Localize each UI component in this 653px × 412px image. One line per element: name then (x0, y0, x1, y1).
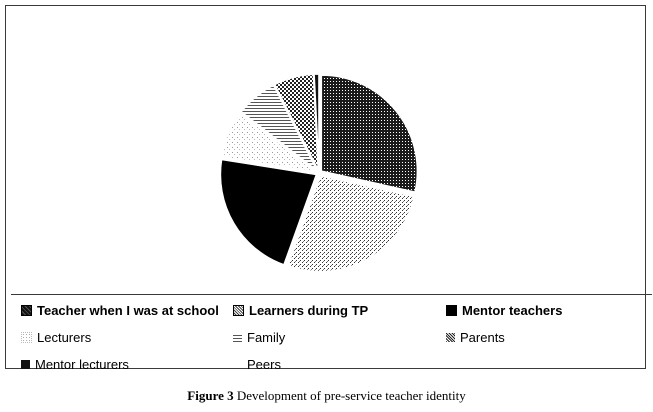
legend-swatch (446, 332, 455, 342)
legend-label: Lecturers (37, 329, 92, 345)
legend-label: Peers (247, 356, 281, 372)
legend-label: Family (247, 329, 286, 345)
chart-frame: Teacher when I was at school Learners dur… (5, 5, 652, 372)
legend-item-3: Lecturers (21, 328, 91, 346)
pie-slice-4 (240, 84, 318, 172)
legend-label: Mentor lecturers (35, 356, 129, 372)
legend-swatch (446, 304, 457, 316)
legend-swatch (21, 359, 30, 369)
pie-slice-6 (313, 73, 320, 171)
pie-chart (219, 73, 419, 273)
legend-label: Mentor teachers (462, 302, 563, 318)
pie-slice-0 (320, 74, 419, 193)
pie-slice-2 (219, 158, 318, 266)
caption-label: Figure 3 (187, 388, 234, 403)
legend-item-1: Learners during TP (233, 301, 368, 319)
legend-label: Teacher when I was at school (37, 302, 219, 318)
legend-swatch (233, 304, 244, 316)
legend-item-2: Mentor teachers (446, 301, 562, 319)
legend-label: Learners during TP (249, 302, 369, 318)
legend-swatch (21, 331, 32, 343)
legend-item-7: Peers (233, 355, 281, 373)
legend-label: Parents (460, 329, 505, 345)
legend-item-4: Family (233, 328, 285, 346)
pie-slice-1 (286, 174, 416, 273)
figure-caption: Figure 3 Development of pre-service teac… (0, 388, 653, 404)
legend: Teacher when I was at school Learners dur… (11, 294, 652, 375)
legend-swatch (21, 304, 32, 316)
legend-swatch (233, 360, 242, 369)
caption-text: Development of pre-service teacher ident… (233, 388, 466, 403)
pie-slice-3 (220, 111, 317, 173)
legend-swatch (233, 332, 242, 342)
legend-item-5: Parents (446, 328, 505, 346)
legend-item-6: Mentor lecturers (21, 355, 129, 373)
pie-slices (219, 73, 419, 273)
legend-item-0: Teacher when I was at school (21, 301, 219, 319)
